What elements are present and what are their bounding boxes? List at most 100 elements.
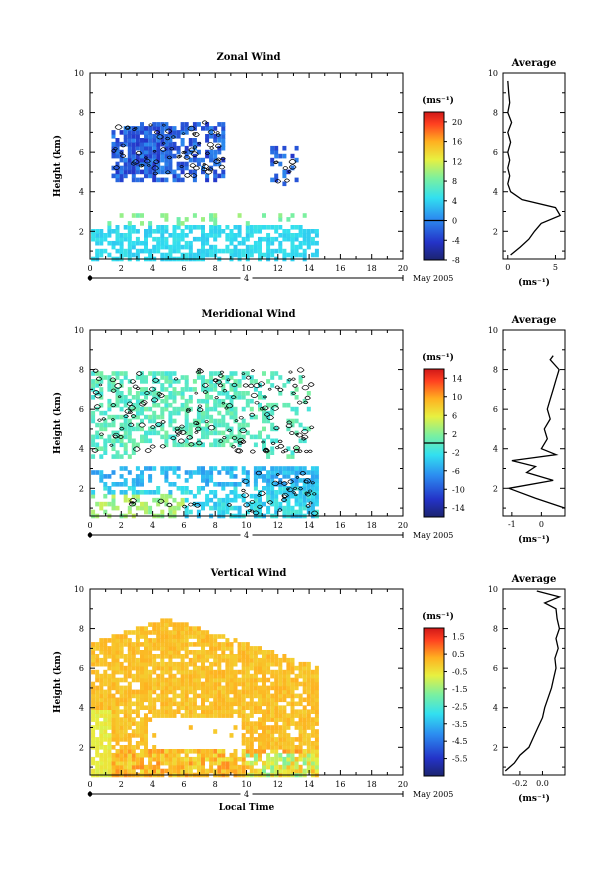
heatmap-cell: [164, 438, 169, 444]
heatmap-cell: [115, 430, 120, 436]
heatmap-cell: [221, 248, 226, 254]
heatmap-cell: [135, 138, 140, 143]
heatmap-cell: [144, 236, 148, 242]
heatmap-cell: [127, 165, 132, 171]
heatmap-cell: [290, 749, 295, 754]
heatmap-cell: [107, 749, 112, 754]
heatmap-cell: [237, 482, 242, 487]
heatmap-cell: [213, 229, 218, 234]
heatmap-cell: [314, 709, 319, 714]
x-tick-label: 6: [181, 521, 186, 530]
heatmap-cell: [294, 768, 299, 774]
heatmap-cell: [258, 466, 262, 471]
heatmap-cell: [196, 236, 201, 242]
heatmap-cell: [135, 697, 140, 703]
heatmap-cell: [160, 618, 165, 623]
heatmap-cell: [131, 252, 136, 258]
heatmap-cell: [107, 490, 112, 495]
heatmap-cell: [188, 630, 193, 635]
heatmap-cell: [135, 689, 140, 695]
heatmap-cell: [192, 749, 197, 754]
heatmap-cell: [298, 422, 303, 428]
heatmap-cell: [274, 725, 279, 730]
heatmap-cell: [172, 482, 177, 487]
heatmap-cell: [140, 157, 144, 163]
heatmap-cell: [294, 395, 299, 400]
heatmap-cell: [278, 756, 283, 762]
heatmap-cell: [144, 689, 148, 695]
heatmap-cell: [164, 141, 169, 147]
heatmap-cell: [107, 422, 112, 428]
heatmap-cell: [172, 379, 177, 384]
heatmap-cell: [298, 252, 303, 258]
heatmap-cell: [160, 509, 165, 515]
heatmap-cell: [144, 434, 148, 440]
heatmap-cell: [160, 685, 165, 691]
heatmap-cell: [274, 693, 279, 699]
heatmap-cell: [274, 493, 279, 499]
heatmap-cell: [164, 493, 169, 499]
heatmap-cell: [176, 634, 181, 639]
heatmap-cell: [160, 493, 165, 499]
heatmap-cell: [205, 434, 210, 440]
contour-line: [194, 391, 199, 395]
heatmap-cell: [140, 689, 144, 695]
heatmap-cell: [314, 705, 319, 710]
heatmap-cell: [286, 454, 291, 459]
heatmap-cell: [176, 642, 181, 647]
heatmap-cell: [164, 240, 169, 246]
heatmap-cell: [164, 497, 169, 503]
heatmap-cell: [119, 434, 124, 440]
heatmap-cell: [148, 669, 153, 675]
heatmap-cell: [290, 244, 295, 250]
heatmap-cell: [180, 165, 185, 171]
heatmap-cell: [160, 422, 165, 428]
day-label-bg: [240, 788, 253, 800]
heatmap-cell: [205, 657, 210, 663]
contour-line: [301, 434, 309, 440]
heatmap-cell: [290, 165, 295, 171]
heatmap-cell: [270, 371, 275, 376]
heatmap-cell: [270, 490, 275, 495]
heatmap-cell: [294, 497, 299, 503]
heatmap-cell: [148, 752, 153, 758]
heatmap-cell: [298, 438, 303, 444]
heatmap-cell: [123, 737, 128, 742]
heatmap-cell: [306, 505, 311, 511]
heatmap-cell: [123, 638, 128, 643]
heatmap-cell: [103, 693, 108, 699]
heatmap-cell: [164, 689, 169, 695]
heatmap-cell: [135, 701, 140, 707]
heatmap-cell: [302, 685, 307, 691]
heatmap-cell: [253, 501, 258, 507]
heatmap-cell: [310, 741, 315, 746]
heatmap-cell: [168, 375, 173, 380]
heatmap-cell: [115, 375, 120, 380]
heatmap-cell: [115, 236, 120, 242]
heatmap-cell: [140, 630, 144, 635]
heatmap-cell: [217, 709, 222, 714]
heatmap-cell: [164, 661, 169, 667]
heatmap-cell: [176, 709, 181, 714]
heatmap-cell: [152, 768, 157, 774]
heatmap-cell: [253, 661, 258, 667]
heatmap-cell: [148, 426, 153, 432]
heatmap-cell: [249, 685, 254, 691]
heatmap-cell: [127, 434, 132, 440]
heatmap-cell: [160, 134, 165, 139]
heatmap-cell: [95, 248, 100, 254]
contour-line: [282, 166, 289, 171]
heatmap-cell: [225, 505, 230, 511]
heatmap-cell: [237, 505, 242, 511]
heatmap-cell: [314, 490, 319, 495]
heatmap-cell: [184, 398, 189, 404]
heatmap-cell: [156, 157, 161, 163]
heatmap-cell: [205, 398, 210, 404]
heatmap-cell: [213, 693, 218, 699]
heatmap-cell: [103, 418, 108, 424]
heatmap-cell: [196, 693, 201, 699]
heatmap-cell: [135, 721, 140, 726]
heatmap-cell: [192, 634, 197, 639]
heatmap-cell: [103, 650, 108, 655]
heatmap-cell: [99, 721, 104, 726]
